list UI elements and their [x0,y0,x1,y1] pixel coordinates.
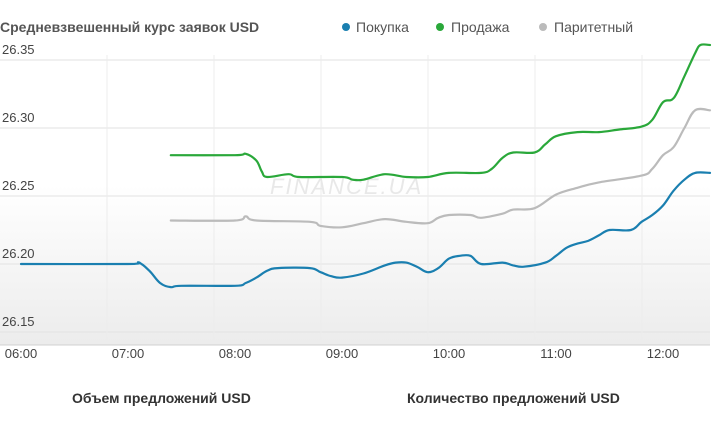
x-tick-label: 12:00 [647,346,680,361]
y-axis: 26.15 26.20 26.25 26.30 26.35 [2,42,35,329]
y-tick-label: 26.35 [2,42,35,57]
legend: Покупка Продажа Паритетный [342,19,633,35]
x-tick-label: 07:00 [112,346,145,361]
grid [0,55,710,346]
x-tick-label: 09:00 [326,346,359,361]
legend-marker-sell [436,23,444,31]
legend-marker-buy [342,23,350,31]
series-layer [19,43,712,289]
x-tick-label: 10:00 [433,346,466,361]
x-tick-label: 08:00 [219,346,252,361]
volume-caption: Объем предложений USD [72,390,251,406]
chart-title: Средневзвешенный курс заявок USD [0,19,259,35]
x-tick-label: 11:00 [540,346,572,361]
plot-area [0,55,710,345]
y-tick-label: 26.20 [2,246,35,261]
count-caption: Количество предложений USD [407,390,620,406]
y-tick-label: 26.30 [2,110,35,125]
legend-label-sell: Продажа [451,19,510,35]
series-line-parity [169,107,712,229]
legend-marker-parity [539,23,547,31]
legend-label-buy: Покупка [356,19,409,35]
y-tick-label: 26.15 [2,314,35,329]
y-tick-label: 26.25 [2,178,35,193]
legend-label-parity: Паритетный [554,19,633,35]
series-line-sell [169,43,712,182]
x-axis: 06:00 07:00 08:00 09:00 10:00 11:00 12:00 [5,346,680,361]
x-tick-label: 06:00 [5,346,38,361]
series-line-buy [19,171,712,289]
